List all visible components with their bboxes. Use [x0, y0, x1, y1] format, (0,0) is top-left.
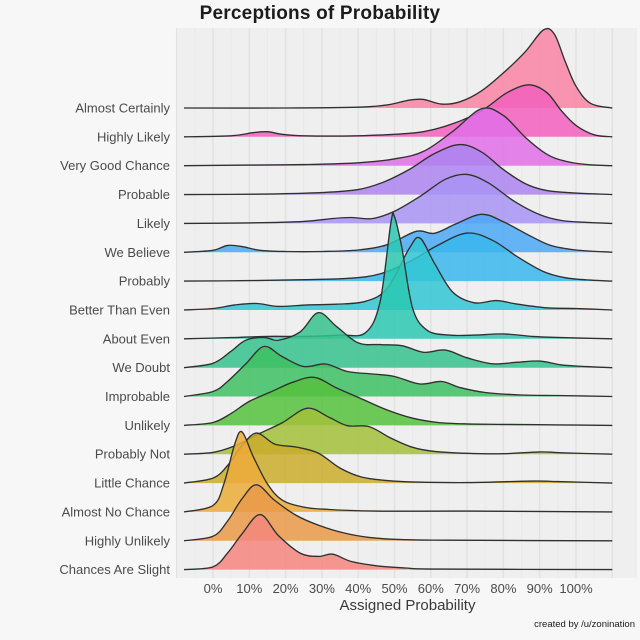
y-axis-label: Probable — [118, 187, 170, 202]
ridge-almost-no-chance — [183, 430, 613, 513]
y-axis-label: Chances Are Slight — [59, 562, 170, 577]
x-axis-tick-label: 100% — [559, 581, 593, 596]
x-axis-tick-label: 50% — [381, 581, 407, 596]
density-outline — [183, 376, 613, 427]
y-axis-label: Highly Unlikely — [85, 533, 171, 548]
x-axis-tick-label: 60% — [418, 581, 444, 596]
y-axis-label: Improbable — [105, 389, 170, 404]
density-outline — [183, 107, 613, 167]
x-axis-tick-label: 20% — [273, 581, 299, 596]
ridge-probable — [183, 143, 613, 196]
density-fill — [184, 514, 613, 570]
ridge-unlikely — [183, 376, 613, 427]
density-fill — [184, 144, 613, 195]
density-fill — [184, 312, 613, 368]
density-fill — [184, 431, 613, 512]
density-outline — [183, 84, 613, 138]
ridge-likely — [183, 173, 613, 225]
density-outline — [183, 27, 613, 109]
density-outline — [183, 236, 613, 311]
density-fill — [184, 212, 613, 339]
density-fill — [184, 408, 613, 455]
x-axis-tick-label: 80% — [490, 581, 516, 596]
ridge-chances-are-slight — [183, 513, 613, 571]
density-outline — [183, 345, 613, 398]
density-outline — [183, 312, 613, 369]
x-axis-tick-label: 30% — [309, 581, 335, 596]
density-fill — [184, 28, 613, 109]
density-fill — [184, 214, 613, 253]
y-axis-label: Little Chance — [94, 476, 170, 491]
density-outline — [183, 430, 613, 513]
x-axis-title: Assigned Probability — [339, 597, 476, 614]
density-fill — [184, 433, 613, 484]
y-axis-label: We Believe — [104, 245, 170, 260]
y-axis-label: Almost Certainly — [75, 101, 170, 116]
y-axis-label: About Even — [103, 331, 170, 346]
y-axis-label: Probably Not — [95, 447, 171, 462]
density-outline — [183, 143, 613, 196]
ridge-very-good-chance — [183, 107, 613, 167]
x-axis-tick-label: 40% — [345, 581, 371, 596]
density-outline — [183, 232, 613, 282]
density-fill — [184, 484, 613, 541]
ridge-we-believe — [183, 213, 613, 253]
density-fill — [184, 232, 613, 282]
attribution: created by /u/zonination — [534, 619, 635, 630]
density-outline — [183, 173, 613, 225]
y-axis-label: Likely — [137, 216, 171, 231]
x-axis-tick-label: 0% — [204, 581, 223, 596]
y-axis-label: Probably — [119, 274, 171, 289]
y-axis-label: Very Good Chance — [60, 158, 170, 173]
chart-title: Perceptions of Probability — [199, 3, 441, 24]
density-fill — [184, 377, 613, 426]
density-fill — [184, 107, 613, 166]
density-outline — [183, 213, 613, 253]
ridge-we-doubt — [183, 312, 613, 369]
density-outline — [183, 484, 613, 542]
x-axis-tick-label: 10% — [236, 581, 262, 596]
ridge-probably — [183, 232, 613, 282]
y-axis-label: Better Than Even — [69, 302, 170, 317]
density-fill — [184, 174, 613, 224]
x-axis-tick-label: 70% — [454, 581, 480, 596]
y-axis-label: Almost No Chance — [62, 504, 170, 519]
ridge-almost-certainly — [183, 27, 613, 109]
ridge-highly-unlikely — [183, 484, 613, 542]
density-outline — [183, 513, 613, 571]
y-axis-label: We Doubt — [112, 360, 170, 375]
y-axis-label: Highly Likely — [97, 129, 170, 144]
y-axis-label: Unlikely — [124, 418, 170, 433]
x-axis-tick-label: 90% — [527, 581, 553, 596]
